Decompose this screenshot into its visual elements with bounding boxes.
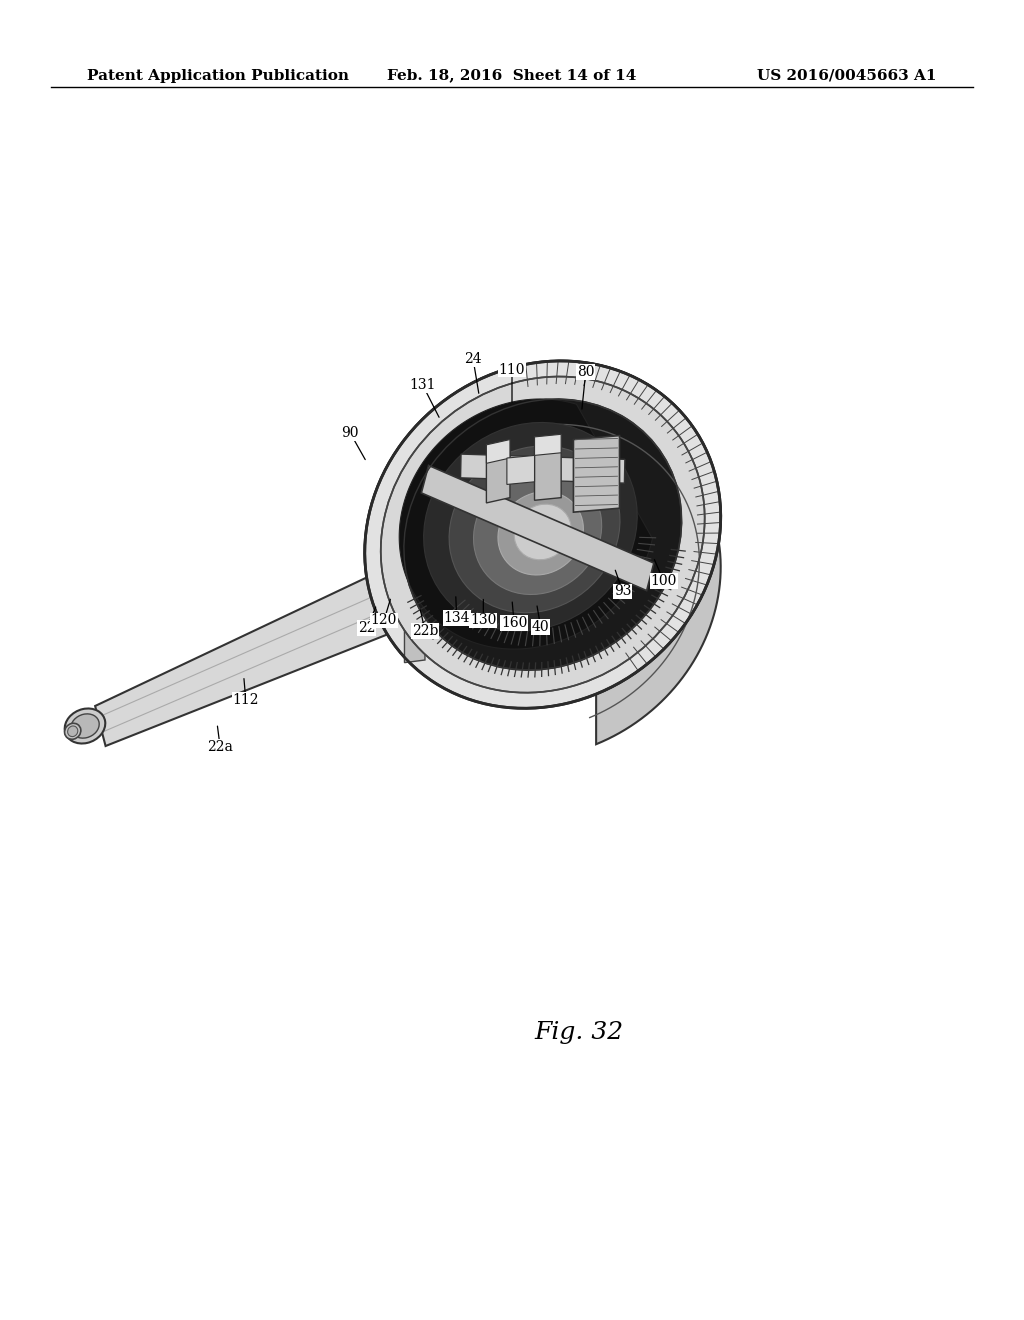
- Text: Patent Application Publication: Patent Application Publication: [87, 69, 349, 83]
- Text: 131: 131: [410, 379, 436, 392]
- Polygon shape: [486, 440, 510, 503]
- Text: Feb. 18, 2016  Sheet 14 of 14: Feb. 18, 2016 Sheet 14 of 14: [387, 69, 637, 83]
- Polygon shape: [404, 561, 428, 634]
- Ellipse shape: [365, 360, 721, 709]
- Text: 22: 22: [357, 622, 376, 635]
- Ellipse shape: [403, 399, 682, 671]
- Ellipse shape: [65, 723, 81, 739]
- Ellipse shape: [450, 446, 620, 612]
- Text: US 2016/0045663 A1: US 2016/0045663 A1: [758, 69, 937, 83]
- Polygon shape: [486, 440, 510, 463]
- Polygon shape: [535, 434, 561, 455]
- Ellipse shape: [514, 504, 571, 560]
- Ellipse shape: [65, 709, 105, 743]
- Polygon shape: [573, 436, 620, 512]
- Polygon shape: [507, 455, 535, 484]
- Text: Fig. 32: Fig. 32: [534, 1020, 624, 1044]
- Text: 22b: 22b: [412, 624, 438, 638]
- Ellipse shape: [498, 491, 584, 576]
- Text: 112: 112: [232, 693, 259, 706]
- Polygon shape: [365, 360, 689, 635]
- Polygon shape: [535, 434, 561, 500]
- Text: 24: 24: [464, 352, 482, 366]
- Text: 93: 93: [613, 585, 632, 598]
- Ellipse shape: [71, 714, 99, 738]
- Ellipse shape: [424, 422, 637, 631]
- Ellipse shape: [68, 726, 78, 737]
- Text: 100: 100: [650, 574, 677, 587]
- Polygon shape: [399, 399, 652, 649]
- Polygon shape: [461, 454, 625, 483]
- Text: 22a: 22a: [207, 741, 233, 754]
- Polygon shape: [404, 554, 425, 663]
- Text: 134: 134: [443, 611, 470, 624]
- Polygon shape: [95, 570, 397, 746]
- Text: 80: 80: [577, 366, 595, 379]
- Text: 160: 160: [501, 616, 527, 630]
- Text: 130: 130: [470, 614, 497, 627]
- Text: 40: 40: [531, 620, 550, 634]
- Polygon shape: [421, 466, 654, 590]
- Text: 120: 120: [371, 614, 397, 627]
- Ellipse shape: [381, 376, 705, 693]
- Polygon shape: [551, 360, 721, 744]
- Ellipse shape: [473, 470, 602, 594]
- Text: 110: 110: [499, 363, 525, 376]
- Text: 90: 90: [341, 426, 359, 440]
